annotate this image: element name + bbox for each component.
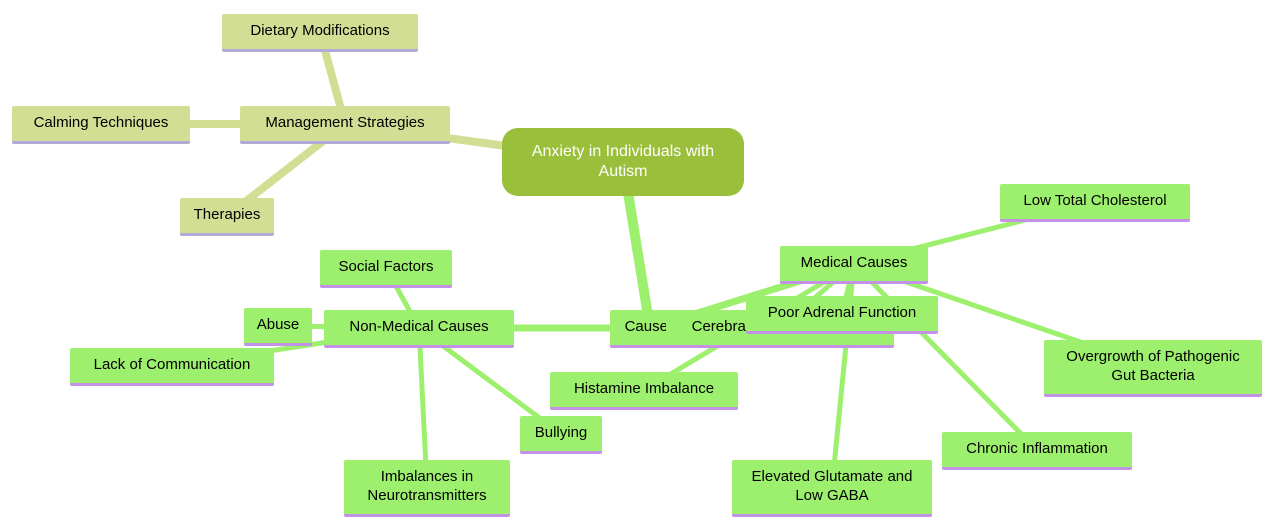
- node-hist[interactable]: Histamine Imbalance: [550, 372, 738, 410]
- node-root[interactable]: Anxiety in Individuals with Autism: [502, 128, 744, 196]
- node-label: Abuse: [256, 316, 300, 335]
- node-label: Bullying: [532, 424, 590, 443]
- node-mgmt[interactable]: Management Strategies: [240, 106, 450, 144]
- node-label: Overgrowth of Pathogenic Gut Bacteria: [1056, 348, 1250, 386]
- node-label: Histamine Imbalance: [562, 380, 726, 399]
- node-label: Lack of Communication: [82, 356, 262, 375]
- node-label: Calming Techniques: [24, 114, 178, 133]
- node-gaba[interactable]: Elevated Glutamate and Low GABA: [732, 460, 932, 517]
- node-inflam[interactable]: Chronic Inflammation: [942, 432, 1132, 470]
- edge: [854, 264, 1037, 450]
- node-label: Non-Medical Causes: [336, 318, 502, 337]
- node-neuro[interactable]: Imbalances in Neurotransmitters: [344, 460, 510, 517]
- node-lowchol[interactable]: Low Total Cholesterol: [1000, 184, 1190, 222]
- node-label: Poor Adrenal Function: [758, 304, 926, 323]
- node-calm[interactable]: Calming Techniques: [12, 106, 190, 144]
- node-med[interactable]: Medical Causes: [780, 246, 928, 284]
- node-label: Social Factors: [332, 258, 440, 277]
- node-adrenal[interactable]: Poor Adrenal Function: [746, 296, 938, 334]
- node-diet[interactable]: Dietary Modifications: [222, 14, 418, 52]
- node-label: Low Total Cholesterol: [1012, 192, 1178, 211]
- node-label: Dietary Modifications: [234, 22, 406, 41]
- mindmap-canvas: Anxiety in Individuals with Autism Manage…: [0, 0, 1280, 531]
- node-label: Anxiety in Individuals with Autism: [514, 142, 732, 182]
- node-bully[interactable]: Bullying: [520, 416, 602, 454]
- node-social[interactable]: Social Factors: [320, 250, 452, 288]
- node-label: Chronic Inflammation: [954, 440, 1120, 459]
- node-label: Imbalances in Neurotransmitters: [356, 468, 498, 506]
- node-label: Management Strategies: [252, 114, 438, 133]
- node-gut[interactable]: Overgrowth of Pathogenic Gut Bacteria: [1044, 340, 1262, 397]
- node-lack[interactable]: Lack of Communication: [70, 348, 274, 386]
- node-ther[interactable]: Therapies: [180, 198, 274, 236]
- node-label: Therapies: [192, 206, 262, 225]
- node-label: Medical Causes: [792, 254, 916, 273]
- node-nonmed[interactable]: Non-Medical Causes: [324, 310, 514, 348]
- node-abuse[interactable]: Abuse: [244, 308, 312, 346]
- node-label: Elevated Glutamate and Low GABA: [744, 468, 920, 506]
